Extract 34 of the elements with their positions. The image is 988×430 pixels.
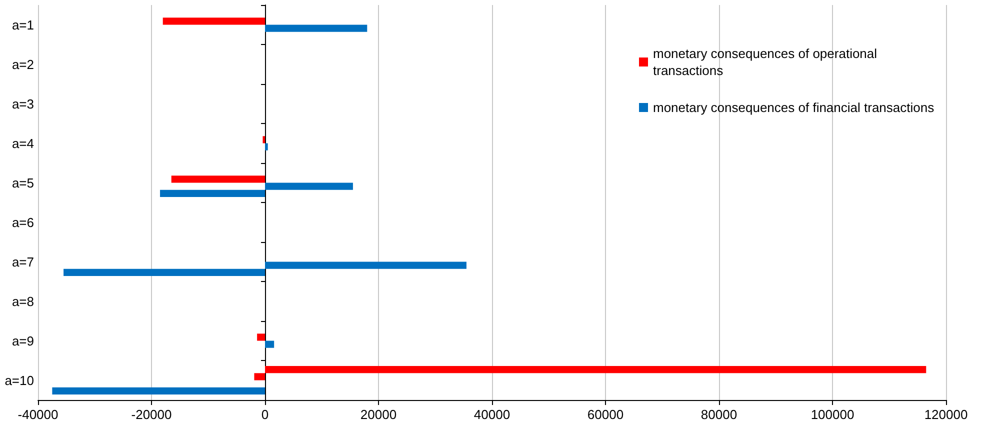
bar (64, 268, 265, 276)
y-tick-label: a=7 (12, 254, 34, 270)
bar (265, 262, 466, 269)
bar (171, 176, 265, 183)
x-tick-label: 40000 (474, 407, 510, 422)
y-tick-label: a=3 (12, 96, 34, 112)
x-tick-label: 0 (261, 407, 269, 422)
bar (254, 373, 265, 380)
x-tick-label: 20000 (360, 407, 397, 422)
bar (257, 334, 265, 341)
y-tick-label: a=4 (12, 136, 34, 151)
x-tick-label: 80000 (700, 407, 738, 422)
y-tick-label: a=8 (12, 294, 34, 309)
y-tick-label: a=1 (12, 17, 34, 32)
legend-label: monetary consequences of financial transactions (653, 100, 935, 115)
bar (52, 387, 265, 394)
x-tick-label: 60000 (587, 407, 624, 422)
y-tick-label: a=10 (4, 372, 34, 388)
y-tick-label: a=5 (12, 175, 34, 190)
bar (265, 366, 926, 374)
y-tick-label: a=6 (12, 214, 34, 230)
x-tick-label: -20000 (131, 407, 172, 422)
y-tick-label: a=2 (12, 56, 34, 72)
bar (265, 182, 353, 190)
bar (265, 24, 368, 32)
x-tick-label: 120000 (924, 407, 968, 422)
bar (162, 18, 265, 25)
legend-label: monetary consequences of operational transactions (653, 46, 881, 78)
x-tick-label: 100000 (810, 407, 854, 422)
x-tick-label: -40000 (18, 407, 58, 422)
bar (265, 143, 268, 150)
bar (160, 190, 265, 197)
bar (265, 340, 274, 348)
y-tick-label: a=9 (12, 333, 34, 348)
